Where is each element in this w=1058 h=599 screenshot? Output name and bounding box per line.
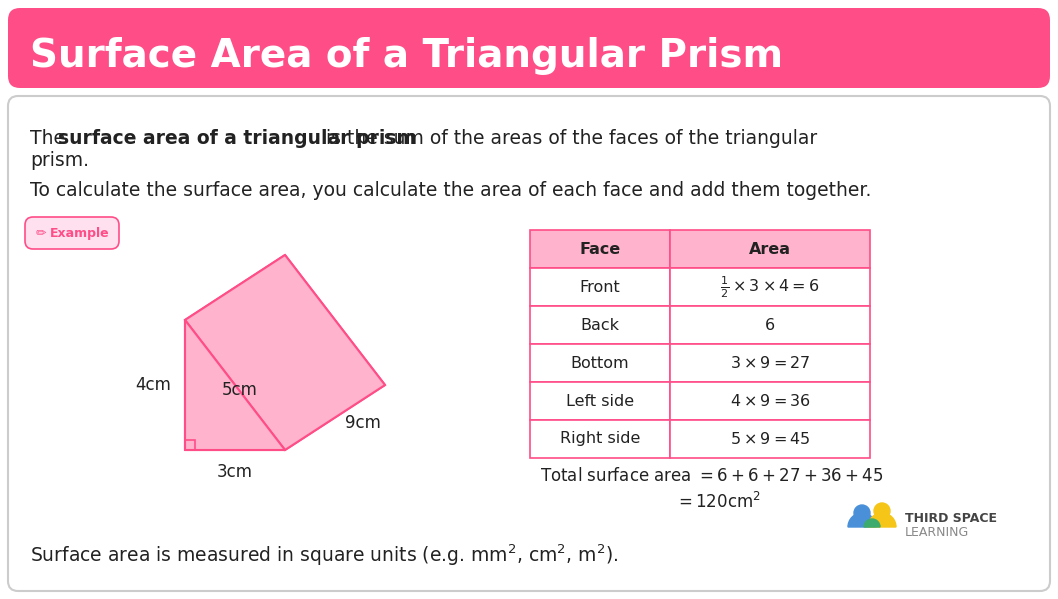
Bar: [670, 306, 870, 344]
Polygon shape: [185, 255, 285, 450]
Bar: [670, 230, 870, 268]
FancyBboxPatch shape: [8, 8, 1050, 88]
Bar: [670, 268, 870, 306]
Polygon shape: [185, 320, 285, 450]
Wedge shape: [868, 513, 896, 527]
Text: 3cm: 3cm: [217, 463, 253, 481]
Text: $5 \times 9 = 45$: $5 \times 9 = 45$: [730, 431, 810, 447]
Text: The: The: [30, 129, 71, 147]
FancyBboxPatch shape: [8, 96, 1050, 591]
Bar: [530, 230, 670, 268]
Text: Surface area is measured in square units (e.g. $\mathrm{mm}^2$, $\mathrm{cm}^2$,: Surface area is measured in square units…: [30, 542, 618, 568]
Text: Left side: Left side: [566, 394, 634, 409]
Text: $\frac{1}{2} \times 3 \times 4 = 6$: $\frac{1}{2} \times 3 \times 4 = 6$: [720, 274, 820, 300]
Text: ✏: ✏: [36, 228, 47, 241]
Circle shape: [874, 503, 890, 519]
Bar: [670, 382, 870, 420]
Bar: [530, 344, 670, 382]
Text: is the sum of the areas of the faces of the triangular: is the sum of the areas of the faces of …: [320, 129, 817, 147]
Text: Back: Back: [581, 317, 620, 332]
Text: To calculate the surface area, you calculate the area of each face and add them : To calculate the surface area, you calcu…: [30, 180, 872, 199]
Text: Surface Area of a Triangular Prism: Surface Area of a Triangular Prism: [30, 37, 783, 75]
Text: THIRD SPACE: THIRD SPACE: [905, 513, 997, 525]
Bar: [530, 420, 670, 458]
Polygon shape: [185, 385, 385, 450]
Text: Area: Area: [749, 241, 791, 256]
Text: Bottom: Bottom: [570, 355, 630, 371]
Text: LEARNING: LEARNING: [905, 527, 969, 540]
Text: 6: 6: [765, 317, 776, 332]
Text: Right side: Right side: [560, 431, 640, 446]
Bar: [530, 382, 670, 420]
Text: Front: Front: [580, 280, 620, 295]
Polygon shape: [285, 255, 385, 385]
Text: $3 \times 9 = 27$: $3 \times 9 = 27$: [730, 355, 810, 371]
Text: 5cm: 5cm: [222, 381, 258, 399]
Polygon shape: [185, 255, 385, 450]
Bar: [670, 420, 870, 458]
Text: $4 \times 9 = 36$: $4 \times 9 = 36$: [730, 393, 810, 409]
Bar: [670, 344, 870, 382]
Text: 9cm: 9cm: [345, 413, 381, 431]
Bar: [530, 268, 670, 306]
Text: surface area of a triangular prism: surface area of a triangular prism: [58, 129, 416, 147]
Bar: [530, 306, 670, 344]
Text: Face: Face: [580, 241, 621, 256]
Text: prism.: prism.: [30, 150, 89, 170]
FancyBboxPatch shape: [25, 217, 118, 249]
Circle shape: [854, 505, 870, 521]
Text: Total surface area $= 6 + 6 + 27 + 36 + 45$: Total surface area $= 6 + 6 + 27 + 36 + …: [540, 467, 883, 485]
Text: $= 120\mathrm{cm}^2$: $= 120\mathrm{cm}^2$: [675, 492, 761, 512]
Text: 4cm: 4cm: [135, 376, 171, 394]
Text: Example: Example: [50, 228, 110, 241]
Wedge shape: [864, 519, 880, 527]
Wedge shape: [849, 513, 876, 527]
